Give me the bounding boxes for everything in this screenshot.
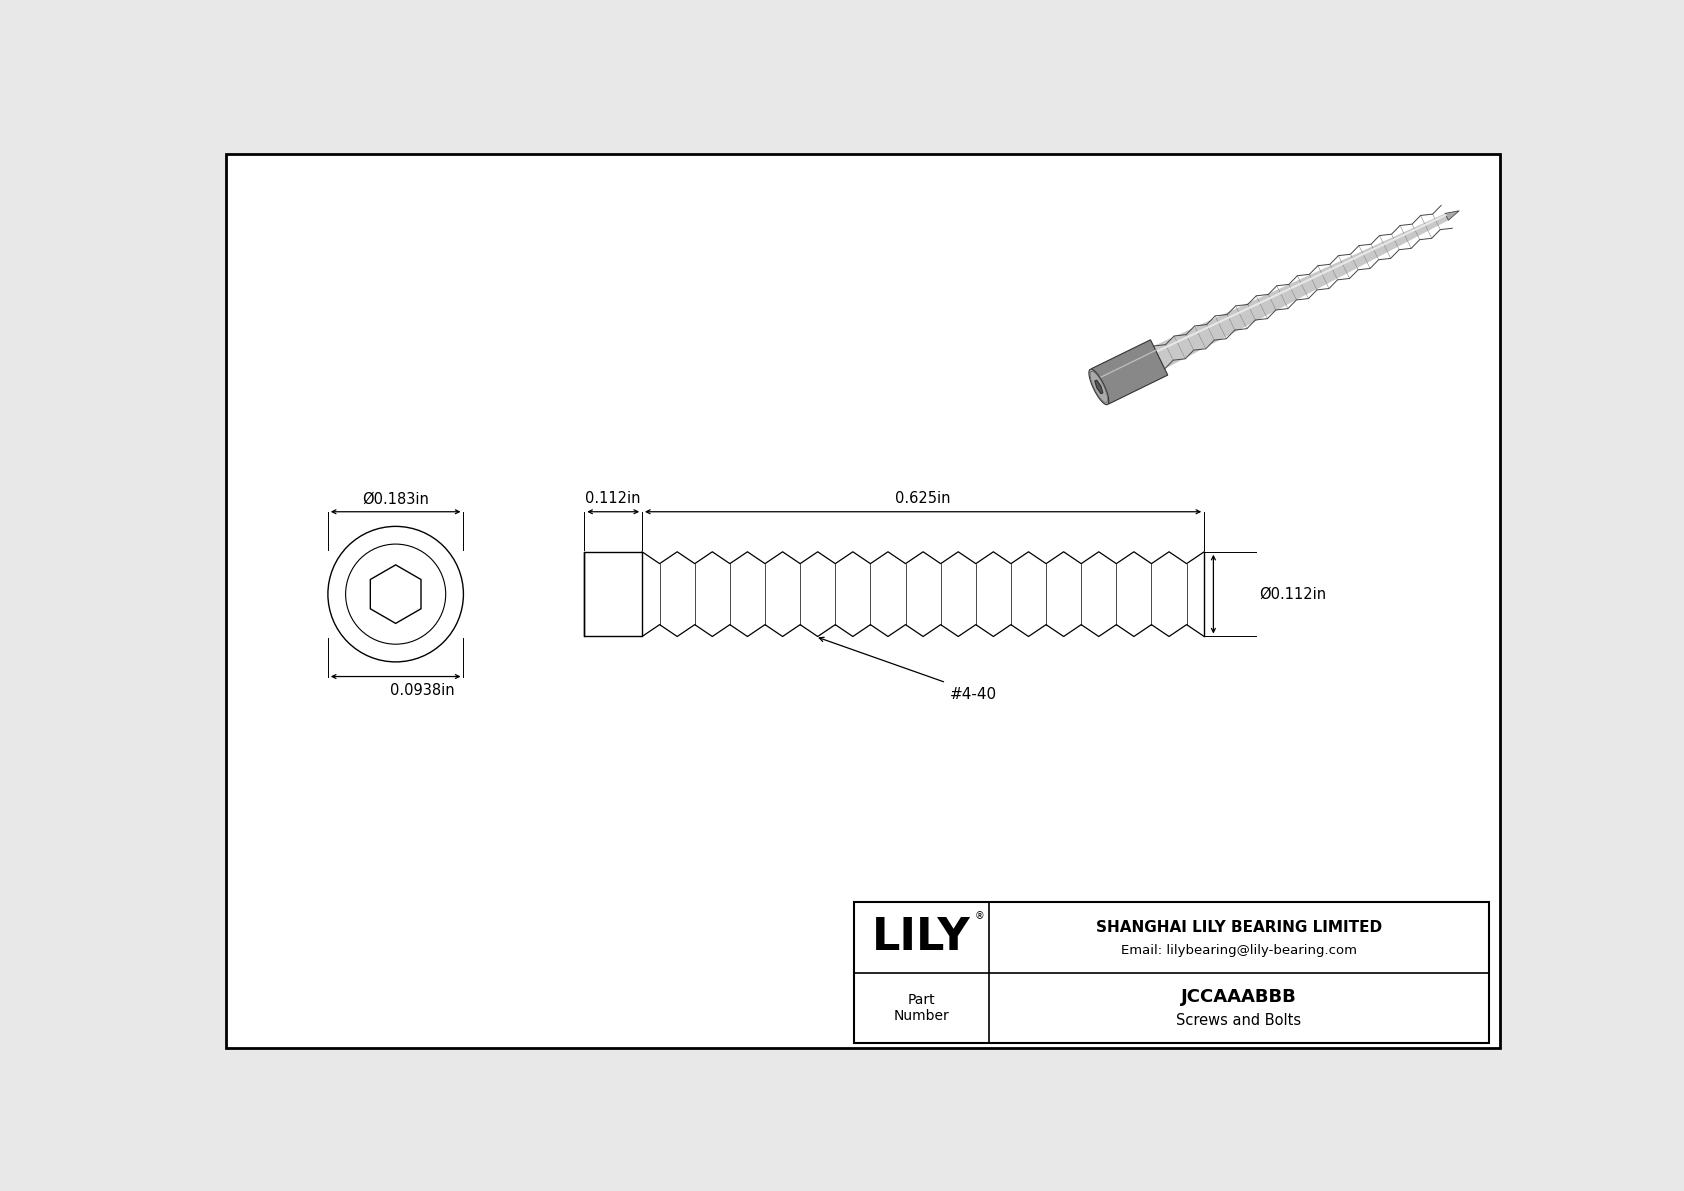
Circle shape <box>328 526 463 662</box>
Text: Email: lilybearing@lily-bearing.com: Email: lilybearing@lily-bearing.com <box>1122 944 1357 956</box>
Polygon shape <box>1445 211 1458 220</box>
Text: 0.0938in: 0.0938in <box>391 682 455 698</box>
Bar <box>584 551 642 636</box>
Text: ®: ® <box>975 911 983 921</box>
Text: 0.625in: 0.625in <box>896 492 951 506</box>
Polygon shape <box>1095 380 1103 394</box>
Polygon shape <box>370 565 421 623</box>
Text: Part
Number: Part Number <box>893 993 950 1023</box>
Text: 0.112in: 0.112in <box>586 492 642 506</box>
Polygon shape <box>1154 213 1448 369</box>
Circle shape <box>345 544 446 644</box>
Text: SHANGHAI LILY BEARING LIMITED: SHANGHAI LILY BEARING LIMITED <box>1096 919 1383 935</box>
Text: LILY: LILY <box>872 916 970 959</box>
Text: JCCAAABBB: JCCAAABBB <box>1180 989 1297 1006</box>
Polygon shape <box>1091 339 1167 404</box>
Text: #4-40: #4-40 <box>950 686 997 701</box>
Text: Screws and Bolts: Screws and Bolts <box>1175 1012 1302 1028</box>
Text: Ø0.183in: Ø0.183in <box>362 492 429 506</box>
Polygon shape <box>1090 369 1108 405</box>
Text: Ø0.112in: Ø0.112in <box>1260 587 1327 601</box>
Bar <box>854 902 1489 1043</box>
